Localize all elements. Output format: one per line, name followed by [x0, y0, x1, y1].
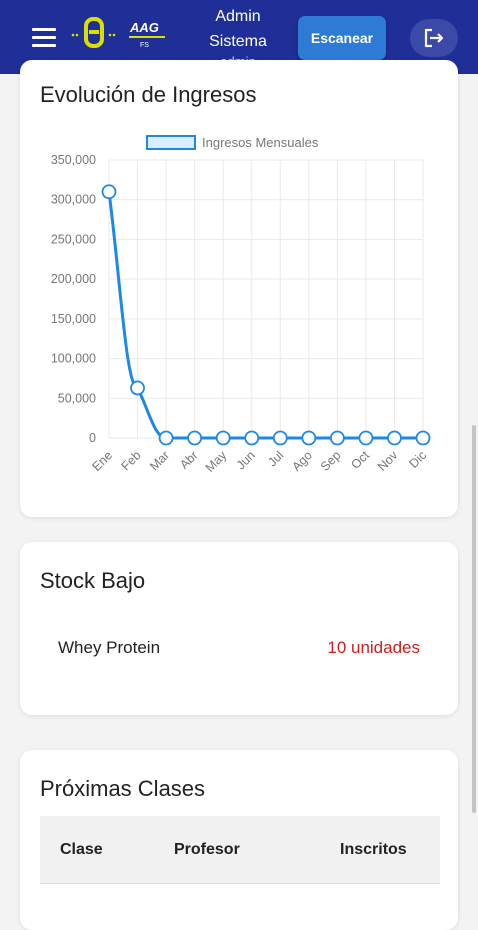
- upcoming-classes-title: Próximas Clases: [40, 776, 206, 801]
- revenue-chart: Ingresos Mensuales 350,000 300,000 250,000 2…: [51, 135, 431, 475]
- column-header-class[interactable]: Clase: [60, 841, 103, 858]
- page-scrollbar[interactable]: [472, 425, 476, 813]
- column-header-teacher[interactable]: Profesor: [174, 841, 240, 858]
- x-tick-label: Oct: [348, 448, 372, 472]
- x-tick-label: May: [203, 448, 230, 475]
- logout-icon: [424, 28, 444, 48]
- y-tick-label: 50,000: [58, 391, 96, 405]
- data-point: [329, 430, 345, 446]
- x-tick-label: Ago: [289, 448, 315, 474]
- data-point: [415, 430, 431, 446]
- x-tick-label: Jun: [234, 448, 258, 472]
- low-stock-card: Stock Bajo Whey Protein 10 unidades: [20, 542, 458, 715]
- data-point: [187, 430, 203, 446]
- legend-label: Ingresos Mensuales: [202, 135, 319, 150]
- user-name-last: Sistema: [209, 33, 267, 50]
- y-tick-label: 200,000: [51, 272, 96, 286]
- data-point: [215, 430, 231, 446]
- data-point: [387, 430, 402, 446]
- logo-text: AAG: [129, 20, 159, 35]
- brand-logo: AAG FS: [70, 14, 170, 50]
- x-tick-label: Sep: [318, 448, 344, 474]
- low-stock-title: Stock Bajo: [40, 568, 146, 593]
- y-tick-label: 100,000: [51, 352, 96, 366]
- x-tick-label: Nov: [375, 448, 401, 474]
- hamburger-menu-icon[interactable]: [32, 28, 56, 48]
- x-tick-label: Jul: [265, 448, 286, 469]
- column-header-enrolled[interactable]: Inscritos: [340, 841, 407, 858]
- logout-button[interactable]: [410, 19, 458, 57]
- y-tick-label: 350,000: [51, 153, 96, 167]
- upcoming-classes-card: Próximas Clases Clase Profesor Inscritos: [20, 750, 458, 930]
- logo-subtext: FS: [140, 42, 149, 49]
- x-tick-label: Feb: [119, 448, 144, 473]
- x-tick-label: Ene: [89, 448, 115, 474]
- classes-table-header: Clase Profesor Inscritos: [40, 816, 440, 884]
- legend-swatch: [146, 135, 196, 150]
- revenue-card-title: Evolución de Ingresos: [40, 82, 257, 107]
- y-tick-label: 150,000: [51, 312, 96, 326]
- revenue-card: Evolución de Ingresos Ingresos Mensuales…: [20, 60, 458, 517]
- data-point: [272, 430, 288, 446]
- data-point: [158, 430, 174, 446]
- data-point: [301, 430, 317, 446]
- data-point: [130, 380, 145, 396]
- y-tick-label: 250,000: [51, 232, 96, 246]
- data-point: [101, 184, 117, 200]
- scan-button[interactable]: Escanear: [298, 16, 386, 60]
- stock-item-quantity: 10 unidades: [327, 638, 420, 657]
- y-tick-label: 300,000: [51, 193, 96, 207]
- series-line: [107, 191, 423, 440]
- x-tick-label: Abr: [177, 448, 201, 472]
- brand-logo-icon: AAG FS: [71, 17, 165, 49]
- x-tick-label: Mar: [147, 448, 172, 473]
- y-tick-label: 0: [89, 431, 96, 445]
- data-point: [244, 430, 260, 446]
- x-tick-label: Dic: [406, 448, 429, 471]
- user-name-first: Admin: [215, 8, 261, 25]
- data-point: [358, 430, 374, 446]
- stock-item-name: Whey Protein: [58, 638, 161, 657]
